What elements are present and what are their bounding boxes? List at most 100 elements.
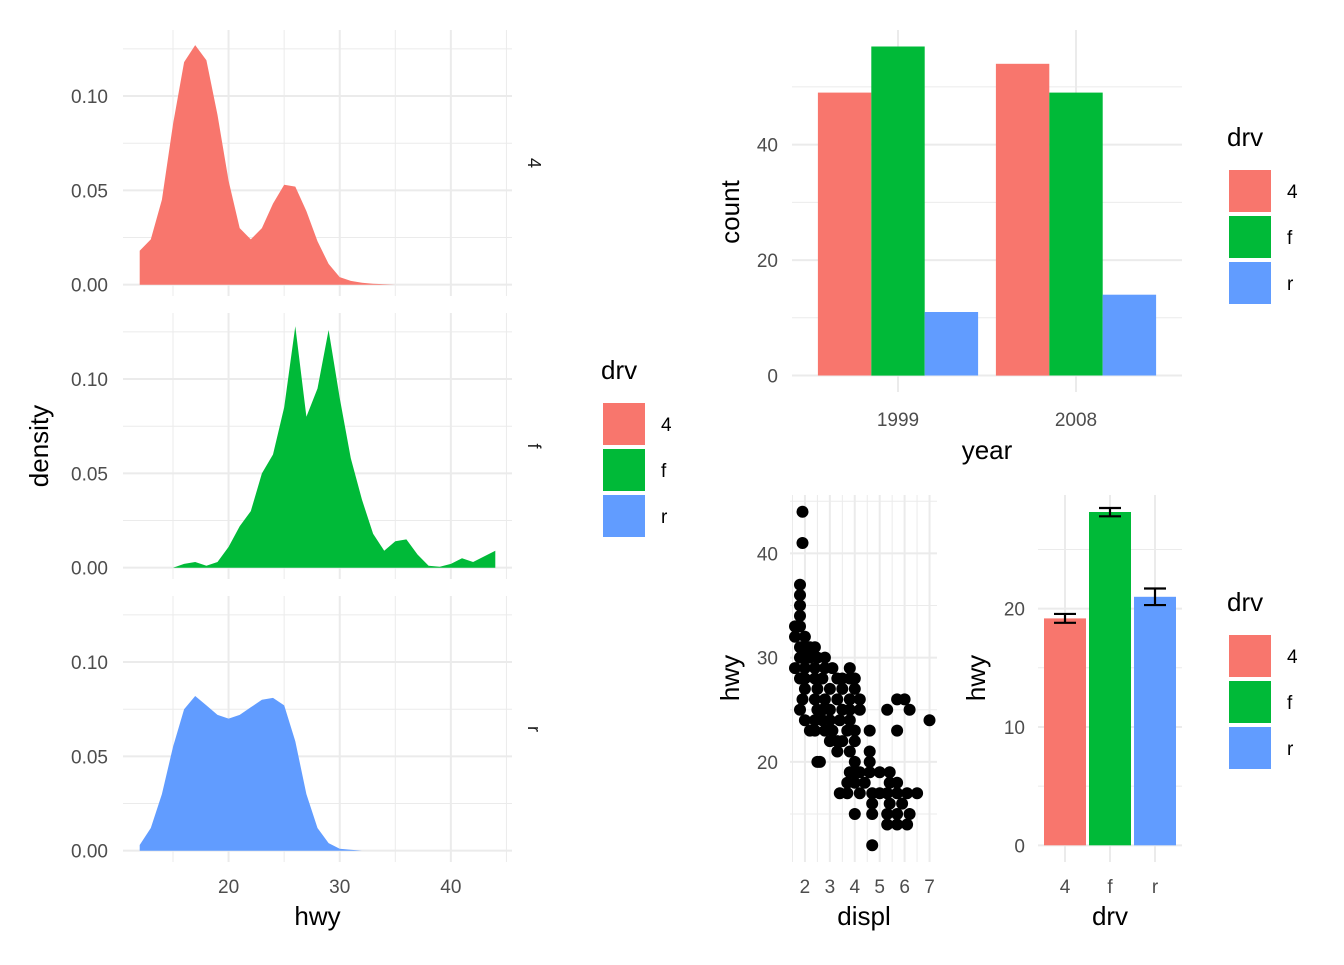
- legend-label: f: [1287, 228, 1293, 249]
- scatter-point: [901, 818, 914, 831]
- y-tick-label: 0.00: [71, 559, 108, 580]
- facet-strip-label: r: [524, 726, 544, 732]
- y-axis-title: count: [715, 179, 745, 243]
- legend-key-f: [603, 449, 645, 491]
- scatter-point: [826, 724, 839, 737]
- scatter-point: [798, 682, 811, 695]
- density-area-f: [173, 326, 496, 568]
- y-axis-title: hwy: [715, 655, 745, 701]
- scatter-point: [848, 682, 861, 695]
- bar-drv-r: [1134, 596, 1176, 846]
- scatter-point: [863, 745, 876, 758]
- error-bar-4: [1054, 612, 1076, 624]
- scatter-point: [881, 808, 894, 820]
- x-tick-label: 2008: [1055, 410, 1097, 431]
- scatter-point: [808, 662, 821, 675]
- scatter-point: [823, 682, 836, 695]
- scatter-point: [813, 755, 826, 768]
- x-tick-label: 40: [440, 877, 461, 898]
- y-tick-label: 30: [757, 649, 778, 670]
- bar-2008-4: [995, 63, 1050, 376]
- scatter-point: [853, 787, 866, 800]
- scatter-point: [891, 724, 904, 737]
- legend-title: drv: [1227, 122, 1263, 152]
- scatter-point: [863, 755, 876, 768]
- y-tick-label: 20: [1004, 600, 1025, 621]
- scatter-point: [818, 651, 831, 664]
- y-tick-label: 0: [1014, 836, 1025, 857]
- scatter-point: [873, 766, 886, 779]
- x-tick-label: 30: [329, 877, 350, 898]
- x-axis-title: hwy: [294, 901, 340, 931]
- scatter-point: [891, 808, 904, 820]
- density-panel-f: 0.00 0.05 0.10 f: [71, 313, 544, 580]
- facet-strip-label: f: [524, 443, 544, 449]
- mean-bar-chart: 0 10 20 4 f r drv hwy: [961, 495, 1182, 931]
- y-tick-label: 0.05: [71, 181, 108, 202]
- scatter-point: [898, 693, 911, 706]
- scatter-point: [843, 693, 856, 706]
- legend-label: r: [1287, 739, 1294, 760]
- scatter-point: [794, 589, 806, 602]
- y-tick-label: 40: [757, 136, 778, 157]
- y-tick-label: 0.00: [71, 276, 108, 297]
- error-bar-f: [1099, 506, 1121, 518]
- y-tick-label: 20: [757, 251, 778, 272]
- scatter-point: [858, 776, 871, 789]
- scatter-point: [843, 662, 856, 675]
- x-tick-label: 20: [218, 877, 239, 898]
- x-tick-label: 2: [800, 877, 811, 898]
- bar-1999-f: [871, 46, 925, 376]
- legend-count: drv 4 f r: [1227, 122, 1298, 304]
- scatter-point: [843, 703, 856, 716]
- scatter-point: [866, 797, 879, 810]
- legend-label: 4: [661, 415, 672, 436]
- y-tick-label: 0.10: [71, 653, 108, 674]
- scatter-point: [808, 693, 821, 706]
- x-tick-label: 6: [899, 877, 910, 898]
- density-area-r: [139, 696, 362, 851]
- legend-key-r: [1229, 262, 1271, 304]
- scatter-point: [881, 787, 894, 800]
- scatter-point: [789, 662, 801, 675]
- scatter-point: [863, 766, 876, 779]
- scatter-point: [823, 703, 836, 716]
- x-tick-label: 1999: [877, 410, 919, 431]
- x-tick-label: 3: [825, 877, 836, 898]
- legend-label: r: [661, 507, 668, 528]
- x-tick-label: 4: [1060, 877, 1071, 898]
- scatter-point: [903, 703, 916, 716]
- scatter-point: [853, 703, 866, 716]
- scatter-point: [826, 662, 839, 675]
- scatter-point: [796, 505, 809, 518]
- scatter-point: [808, 641, 821, 654]
- scatter-point: [896, 797, 909, 810]
- count-bar-chart: 0 20 40 1999 2008 year count: [715, 30, 1182, 465]
- scatter-chart: 20 30 40 2 3 4 5 6 7 displ hwy: [715, 495, 937, 931]
- scatter-point: [891, 818, 904, 831]
- scatter-point: [848, 776, 861, 789]
- legend-title: drv: [1227, 587, 1263, 617]
- scatter-point: [818, 693, 831, 706]
- density-panel-4: 0.00 0.05 0.10 4: [71, 30, 544, 297]
- scatter-point: [823, 714, 836, 727]
- facet-strip-label: 4: [524, 158, 544, 168]
- scatter-point: [891, 776, 904, 789]
- scatter-point: [794, 651, 806, 664]
- scatter-point: [811, 682, 824, 695]
- scatter-point: [853, 693, 866, 706]
- scatter-point: [798, 714, 811, 727]
- x-axis-title: year: [962, 435, 1013, 465]
- y-tick-label: 0.10: [71, 370, 108, 391]
- scatter-point: [883, 797, 896, 810]
- scatter-point: [866, 808, 879, 820]
- legend-label: 4: [1287, 647, 1298, 668]
- scatter-point: [883, 766, 896, 779]
- legend-key-r: [603, 495, 645, 537]
- bar-1999-4: [817, 92, 872, 376]
- bar-2008-f: [1049, 92, 1103, 376]
- scatter-point: [903, 808, 916, 820]
- x-tick-label: r: [1152, 877, 1159, 898]
- scatter-point: [816, 672, 829, 685]
